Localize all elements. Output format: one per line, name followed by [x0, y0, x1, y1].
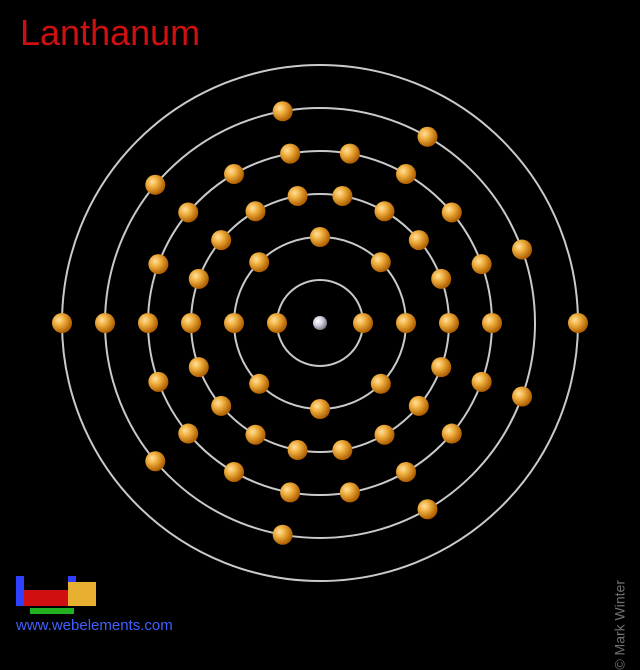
electron: [138, 313, 158, 333]
electron: [353, 313, 373, 333]
electron: [375, 201, 395, 221]
electron: [340, 482, 360, 502]
electron: [568, 313, 588, 333]
electron: [288, 440, 308, 460]
electron: [189, 269, 209, 289]
pt-s-block-left: [16, 576, 24, 606]
electron: [371, 252, 391, 272]
electron: [95, 313, 115, 333]
electron: [375, 425, 395, 445]
source-url: www.webelements.com: [16, 617, 173, 634]
electron: [472, 254, 492, 274]
electron: [371, 374, 391, 394]
electron: [396, 462, 416, 482]
electron: [409, 396, 429, 416]
electron: [280, 144, 300, 164]
electron: [431, 357, 451, 377]
electron: [267, 313, 287, 333]
electron: [418, 127, 438, 147]
electron: [211, 396, 231, 416]
electron: [431, 269, 451, 289]
electron: [512, 387, 532, 407]
pt-p-block: [68, 582, 96, 606]
electron: [442, 202, 462, 222]
electron: [148, 372, 168, 392]
pt-f-block: [30, 608, 74, 614]
electron: [246, 425, 266, 445]
copyright-text: © Mark Winter: [612, 580, 628, 670]
electron: [288, 186, 308, 206]
electron: [273, 101, 293, 121]
electron: [310, 399, 330, 419]
electron: [442, 424, 462, 444]
electron: [189, 357, 209, 377]
electron: [482, 313, 502, 333]
electron: [249, 252, 269, 272]
electron: [280, 482, 300, 502]
electron: [224, 313, 244, 333]
electron: [396, 313, 416, 333]
electron: [310, 227, 330, 247]
electron: [145, 451, 165, 471]
electron: [148, 254, 168, 274]
electron: [340, 144, 360, 164]
electron: [181, 313, 201, 333]
electron: [224, 164, 244, 184]
pt-d-block: [24, 590, 68, 606]
electron-shell-diagram: [16, 58, 624, 588]
electron: [249, 374, 269, 394]
electron: [178, 202, 198, 222]
electron: [178, 424, 198, 444]
electron: [224, 462, 244, 482]
electron: [332, 440, 352, 460]
electron: [246, 201, 266, 221]
electron: [52, 313, 72, 333]
electron: [396, 164, 416, 184]
electron: [409, 230, 429, 250]
electron: [418, 499, 438, 519]
electron: [211, 230, 231, 250]
nucleus: [313, 316, 327, 330]
electron: [472, 372, 492, 392]
electron: [273, 525, 293, 545]
electron: [439, 313, 459, 333]
electron: [145, 175, 165, 195]
electron: [332, 186, 352, 206]
element-title: Lanthanum: [20, 12, 200, 54]
electron: [512, 239, 532, 259]
periodic-table-icon: [16, 576, 100, 616]
pt-s-block-right-top: [68, 576, 76, 582]
